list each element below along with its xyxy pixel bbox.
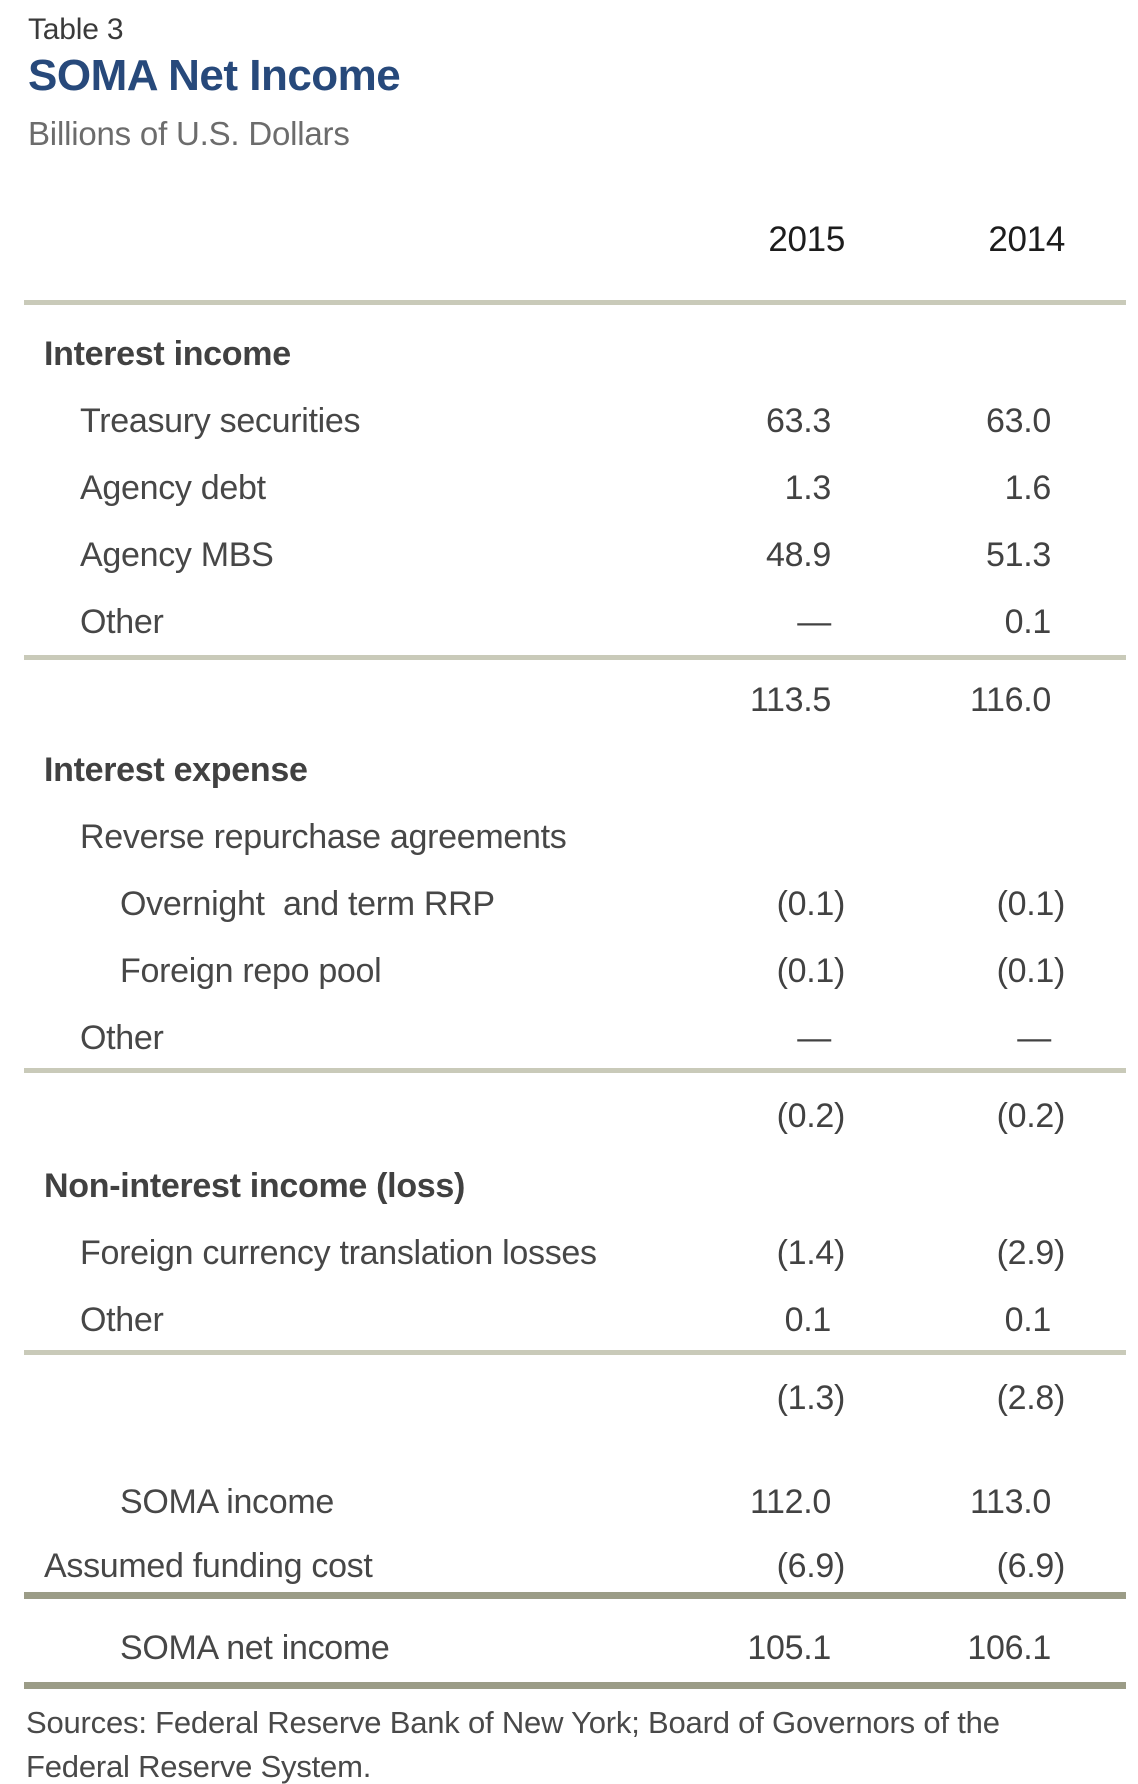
value-2015: (1.4)	[776, 1234, 846, 1272]
value-2014: (2.8)	[996, 1379, 1066, 1417]
table-row: Agency MBS 48.9 51.3	[24, 536, 1126, 574]
value-2014: (2.9)	[996, 1234, 1066, 1272]
row-label: Assumed funding cost	[44, 1547, 373, 1585]
table-row: Overnight and term RRP (0.1) (0.1)	[24, 885, 1126, 923]
value-2014: 113.0	[969, 1483, 1051, 1521]
value-2015: —	[797, 603, 831, 641]
table-body: Interest income Treasury securities 63.3 63…	[24, 335, 1126, 1689]
table-header: Table 3 SOMA Net Income Billions of U.S.…	[0, 12, 1138, 154]
value-2015: 1.3	[784, 469, 832, 507]
table-row: Other 0.1 0.1	[24, 1301, 1126, 1339]
row-label: Overnight and term RRP	[120, 885, 495, 923]
table-row: SOMA net income 105.1 106.1	[24, 1629, 1126, 1667]
table-row: Interest expense	[24, 751, 1126, 789]
value-2015: —	[797, 1019, 831, 1057]
row-label: Agency MBS	[80, 536, 274, 574]
table-row: Non-interest income (loss)	[24, 1167, 1126, 1205]
table-row: (1.3) (2.8)	[24, 1379, 1126, 1417]
table-row: Reverse repurchase agreements	[24, 818, 1126, 856]
value-2015: (0.1)	[776, 885, 846, 923]
table-row: Other — 0.1	[24, 603, 1126, 641]
table-row: Treasury securities 63.3 63.0	[24, 402, 1126, 440]
value-2014: (0.1)	[996, 952, 1066, 990]
rule-divider	[24, 1068, 1126, 1073]
value-2015: 112.0	[749, 1483, 831, 1521]
value-2014: 0.1	[1004, 1301, 1052, 1339]
value-2015: 0.1	[784, 1301, 832, 1339]
row-label: Other	[80, 1019, 164, 1057]
value-2015: 63.3	[766, 402, 831, 440]
row-label: SOMA income	[120, 1483, 334, 1521]
value-2014: (6.9)	[996, 1547, 1066, 1585]
column-header-2014: 2014	[988, 220, 1065, 259]
rule-divider	[24, 1682, 1126, 1689]
table-number-label: Table 3	[28, 13, 124, 46]
row-label: Interest income	[44, 335, 291, 373]
column-header-row: 2015 2014	[24, 220, 1126, 260]
value-2014: (0.1)	[996, 885, 1066, 923]
rule-divider	[24, 1350, 1126, 1355]
value-2015: (1.3)	[776, 1379, 846, 1417]
row-label: Other	[80, 1301, 164, 1339]
rule-divider	[24, 1592, 1126, 1599]
row-label: SOMA net income	[120, 1629, 390, 1667]
row-label: Other	[80, 603, 164, 641]
header-rule	[24, 300, 1126, 305]
table-row: 113.5 116.0	[24, 681, 1126, 719]
page-title: SOMA Net Income	[28, 51, 401, 100]
value-2014: —	[1017, 1019, 1051, 1057]
row-label: Foreign repo pool	[120, 952, 382, 990]
table-row: SOMA income 112.0 113.0	[24, 1483, 1126, 1521]
column-header-2015: 2015	[768, 220, 845, 259]
table-row: Other — —	[24, 1019, 1126, 1057]
value-2014: 51.3	[986, 536, 1051, 574]
value-2014: 1.6	[1004, 469, 1052, 507]
value-2015: (0.2)	[776, 1097, 846, 1135]
rule-divider	[24, 655, 1126, 660]
value-2014: 116.0	[969, 681, 1051, 719]
value-2014: (0.2)	[996, 1097, 1066, 1135]
value-2014: 0.1	[1004, 603, 1052, 641]
soma-net-income-table: 2015 2014 Interest income Treasury securi…	[24, 220, 1126, 1689]
value-2015: 48.9	[766, 536, 831, 574]
table-row: Interest income	[24, 335, 1126, 373]
table-row: Assumed funding cost (6.9) (6.9)	[24, 1547, 1126, 1585]
table-row: Foreign repo pool (0.1) (0.1)	[24, 952, 1126, 990]
table-row: (0.2) (0.2)	[24, 1097, 1126, 1135]
row-label: Reverse repurchase agreements	[80, 818, 567, 856]
value-2014: 63.0	[986, 402, 1051, 440]
units-subtitle: Billions of U.S. Dollars	[28, 115, 350, 152]
value-2015: (0.1)	[776, 952, 846, 990]
table-row: Agency debt 1.3 1.6	[24, 469, 1126, 507]
value-2014: 106.1	[967, 1629, 1051, 1667]
table-row: Foreign currency translation losses (1.4)…	[24, 1234, 1126, 1272]
row-label: Foreign currency translation losses	[80, 1234, 597, 1272]
value-2015: 113.5	[749, 681, 831, 719]
row-label: Non-interest income (loss)	[44, 1167, 466, 1205]
value-2015: 105.1	[747, 1629, 831, 1667]
value-2015: (6.9)	[776, 1547, 846, 1585]
row-label: Treasury securities	[80, 402, 361, 440]
source-note: Sources: Federal Reserve Bank of New Yor…	[26, 1705, 1000, 1784]
row-label: Agency debt	[80, 469, 266, 507]
row-label: Interest expense	[44, 751, 308, 789]
